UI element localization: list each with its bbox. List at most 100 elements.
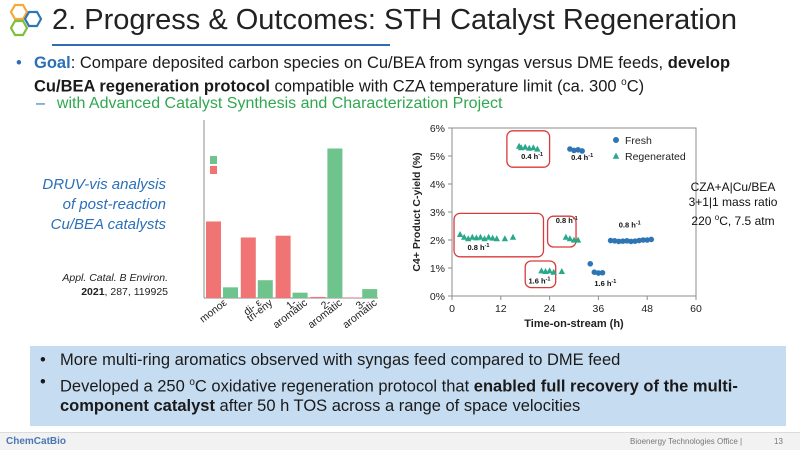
logo-hex-blue [23, 10, 43, 28]
outcome-text-2-post: after 50 h TOS across a range of space v… [214, 396, 581, 415]
bar-mono-series-1 [206, 221, 221, 298]
bullet-dot: • [40, 351, 46, 369]
goal-text: Goal: Compare deposited carbon species o… [16, 54, 786, 97]
chemcatbio-hexagon-logo [9, 3, 43, 37]
annotation-space-velocity: 0.8 h-1 [467, 243, 489, 252]
logo-hex-orange [9, 3, 29, 21]
outcome-text-2-bold: enabled full recovery of the multi-compo… [60, 377, 738, 415]
point-regenerated [493, 235, 500, 242]
bar-tick-label-1-line-1: monoε [197, 297, 229, 326]
y-tick-label: 5% [430, 151, 445, 163]
point-fresh [620, 238, 626, 244]
bar-legend-marker-2 [210, 166, 217, 174]
y-tick-label: 3% [430, 207, 445, 219]
x-tick-label: 60 [690, 303, 702, 315]
highlight-box-2 [453, 212, 545, 258]
point-regenerated [461, 233, 468, 240]
bar-1-ring-aromatics-series-1 [275, 235, 291, 298]
c4-yield-scatter-chart: 0% 1% 2% 3% 4% 5% 6% 0 12 24 36 48 60 Time-on-stream … [411, 123, 702, 330]
catalyst-note-line-2: 3+1|1 mass ratio [688, 195, 778, 209]
y-tick-label: 6% [430, 123, 445, 135]
footer-office: Bioenergy Technologies Office | [630, 437, 743, 446]
citation-journal: Appl. Catal. B Environ. [62, 272, 168, 284]
x-tick-label: 0 [449, 303, 455, 315]
annotation-space-velocity: 0.4 h-1 [571, 153, 593, 162]
bar-di-tri-ene-series-1 [240, 237, 256, 298]
bar-2-ring-aromatics-series-1 [310, 296, 326, 298]
point-regenerated [456, 231, 464, 237]
point-fresh [628, 238, 634, 245]
highlight-box-3 [546, 215, 577, 248]
bar-legend-marker-1 [210, 156, 217, 164]
y-tick-label: 0% [430, 291, 445, 303]
catalyst-note-line-1: CZA+A|Cu/BEA [690, 180, 776, 194]
goal-text-part3: C) [626, 77, 645, 96]
point-fresh [640, 237, 646, 243]
citation-rest: , 287, 119925 [104, 286, 168, 298]
outcome-bullet-1: • More multi-ring aromatics observed with… [38, 351, 776, 370]
outcome-degree: o [189, 377, 195, 388]
catalyst-note-line-3: 220 oC, 7.5 atm [676, 210, 790, 229]
sub-bullet-dash: – [36, 95, 45, 112]
point-fresh [579, 148, 585, 154]
point-regenerated [550, 268, 557, 275]
bar-di-tri-ene-series-2 [257, 280, 273, 298]
point-regenerated [538, 267, 545, 274]
point-regenerated [469, 233, 476, 240]
point-regenerated [485, 233, 492, 240]
point-regenerated [534, 145, 541, 152]
catalyst-note-conditions: C, 7.5 atm [719, 214, 775, 228]
legend-marker-fresh [613, 137, 619, 143]
y-tick-label: 1% [430, 263, 445, 275]
point-fresh [648, 236, 655, 243]
sub-bullet-text: with Advanced Catalyst Synthesis and Cha… [56, 95, 503, 112]
point-fresh [615, 238, 622, 245]
point-regenerated [509, 233, 517, 240]
point-regenerated [477, 233, 484, 240]
citation: Appl. Catal. B Environ. 2021, 287, 11992… [38, 271, 168, 299]
goal-text-part2: compatible with CZA temperature limit (c… [269, 77, 622, 96]
footer-brand: ChemCatBio [6, 436, 67, 447]
outcome-text-2-mid: C oxidative regeneration protocol that [194, 377, 474, 396]
x-tick-label: 24 [544, 303, 556, 315]
outcome-text-2-pre: Developed a 250 [60, 377, 190, 396]
point-regenerated [522, 143, 529, 150]
x-tick-label: 12 [495, 303, 507, 315]
outcome-bullet-2: • Developed a 250 oC oxidative regenerati… [38, 373, 776, 416]
slide-title: 2. Progress & Outcomes: STH Catalyst Reg… [52, 4, 738, 36]
highlight-box-1 [506, 130, 551, 168]
catalyst-note: CZA+A|Cu/BEA 3+1|1 mass ratio 220 oC, 7.… [676, 180, 790, 229]
y-tick-label: 2% [430, 235, 445, 247]
point-regenerated [546, 267, 553, 274]
bar-3-ring-aromatics-series-1 [345, 297, 361, 298]
goal-text-part1: : Compare deposited carbon species on Cu… [70, 54, 664, 72]
citation-year: 2021 [81, 286, 105, 298]
point-fresh [599, 269, 606, 276]
outcome-text-1: More multi-ring aromatics observed with … [60, 351, 621, 369]
point-fresh [607, 237, 614, 244]
catalyst-note-temp: 220 [691, 214, 715, 228]
bar-mono-series-2 [223, 287, 238, 298]
annotation-space-velocity: 0.8 h-1 [619, 220, 641, 229]
page-number: 13 [774, 437, 783, 446]
title-underline [52, 44, 390, 46]
sub-bullet: – with Advanced Catalyst Synthesis and Ch… [36, 95, 502, 113]
degree-sup: o [621, 77, 627, 88]
x-tick-label: 48 [641, 303, 653, 315]
legend-marker-regenerated [612, 152, 620, 159]
point-regenerated [489, 234, 496, 241]
point-regenerated [562, 233, 570, 240]
druv-line-2: of post-reaction [62, 196, 166, 213]
logo-hex-green [9, 19, 29, 37]
point-regenerated [558, 267, 565, 274]
x-axis-label: Time-on-stream (h) [524, 318, 624, 330]
citation-ref: 2021, 287, 119925 [38, 285, 168, 299]
druv-line-1: DRUV-vis analysis [42, 176, 166, 193]
druv-line-3: Cu/BEA catalysts [50, 216, 166, 233]
annotation-space-velocity: 0.4 h-1 [521, 152, 543, 161]
bar-1-ring-aromatics-series-2 [292, 292, 308, 298]
bar-3-ring-aromatics-series-2 [362, 289, 378, 298]
catalyst-note-degree: o [714, 213, 720, 222]
druv-caption: DRUV-vis analysis of post-reaction Cu/BE… [18, 175, 166, 235]
